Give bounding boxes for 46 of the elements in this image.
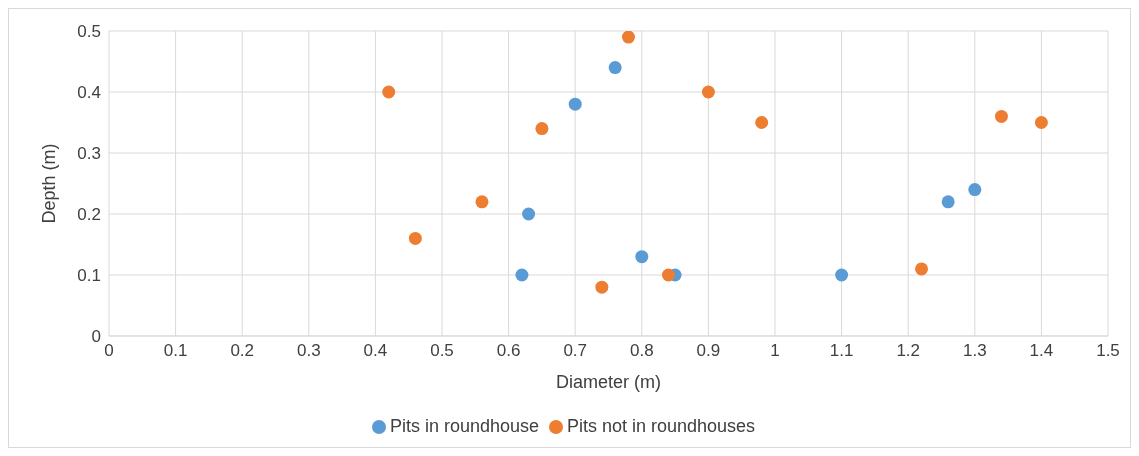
- y-tick-label: 0.5: [77, 22, 101, 42]
- x-tick-label: 0.3: [296, 341, 321, 361]
- y-tick-label: 0.3: [77, 144, 101, 164]
- x-axis-title: Diameter (m): [555, 372, 662, 392]
- point: [661, 268, 675, 282]
- x-tick-label: 0.2: [230, 341, 255, 361]
- x-tick-label: 0.1: [163, 341, 188, 361]
- point: [515, 268, 529, 282]
- point: [568, 97, 582, 111]
- x-tick-label: 1: [770, 341, 780, 361]
- point: [941, 195, 955, 209]
- point: [522, 207, 536, 221]
- x-tick-label: 0.5: [430, 341, 454, 361]
- legend-label: Pits in roundhouse: [389, 416, 539, 436]
- point: [608, 61, 622, 75]
- x-tick-label: 1.5: [1096, 341, 1120, 361]
- x-tick-label: 0.4: [363, 341, 388, 361]
- y-tick-label: 0.2: [77, 205, 101, 225]
- x-tick-label: 1.4: [1029, 341, 1054, 361]
- x-tick-label: 0.7: [563, 341, 588, 361]
- point: [535, 122, 549, 136]
- point: [475, 195, 489, 209]
- x-tick-label: 0: [104, 341, 114, 361]
- x-tick-label: 0.6: [496, 341, 521, 361]
- point: [635, 250, 649, 264]
- point: [595, 280, 609, 294]
- point: [968, 183, 982, 197]
- point: [755, 116, 769, 129]
- point: [701, 85, 715, 99]
- point: [1034, 116, 1048, 129]
- x-tick-label: 1.1: [829, 341, 854, 361]
- point: [835, 268, 849, 282]
- y-tick-label: 0.4: [77, 83, 101, 103]
- x-tick-label: 1.3: [962, 341, 987, 361]
- point: [621, 31, 635, 44]
- x-tick-label: 1.2: [896, 341, 921, 361]
- point: [994, 109, 1008, 123]
- point: [382, 85, 396, 99]
- point: [915, 262, 929, 276]
- x-tick-label: 0.8: [629, 341, 654, 361]
- y-tick-label: 0.1: [77, 266, 101, 286]
- legend-label: Pits not in roundhouses: [566, 416, 756, 436]
- y-axis-title: Depth (m): [39, 143, 60, 224]
- x-tick-label: 0.9: [696, 341, 721, 361]
- point: [408, 231, 422, 245]
- y-tick-label: 0: [91, 327, 101, 347]
